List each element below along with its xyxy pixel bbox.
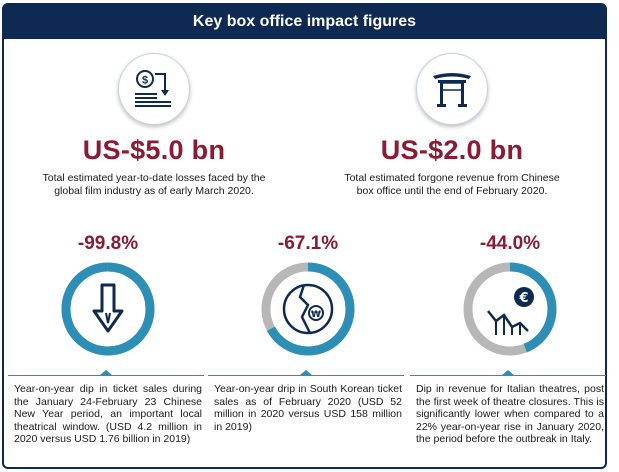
divider-line <box>208 375 404 376</box>
stat-percent: -44.0% <box>479 233 541 254</box>
panel-header: Key box office impact figures <box>4 5 605 39</box>
progress-ring: € <box>462 261 558 357</box>
ring-arc <box>261 262 355 356</box>
figure-china-revenue: US-$2.0 bn Total estimated forgone reven… <box>302 53 602 198</box>
dollar-losses-icon: $ <box>118 53 190 125</box>
panel-title: Key box office impact figures <box>192 13 417 30</box>
svg-text:₩: ₩ <box>311 310 321 320</box>
china-revenue-description: Total estimated forgone revenue from Chi… <box>344 172 560 197</box>
euro-decline-chart-icon: € <box>487 287 534 335</box>
progress-ring: ₩ <box>260 261 356 357</box>
stat-china-new-year: -99.8% Year-on-year dip in ticket sales … <box>8 233 208 445</box>
down-arrow-icon <box>92 283 124 333</box>
divider-pointer <box>300 370 312 375</box>
cracked-won-coin-icon: ₩ <box>282 283 334 335</box>
infographic-panel: Key box office impact figures $ US-$5.0 … <box>2 3 607 469</box>
stat-south-korea: -67.1% ₩ Year-on-year drip in South Kore… <box>208 233 408 433</box>
stat-percent: -99.8% <box>77 233 139 254</box>
divider-line <box>410 375 606 376</box>
global-losses-value: US-$5.0 bn <box>82 135 226 165</box>
ring-arc <box>61 262 155 356</box>
stat-description: Year-on-year drip in South Korean ticket… <box>214 383 402 433</box>
progress-ring <box>60 261 156 357</box>
divider-line <box>8 375 204 376</box>
global-losses-description: Total estimated year-to-date losses face… <box>42 172 266 197</box>
stat-description: Year-on-year dip in ticket sales during … <box>14 383 202 445</box>
ring-arc <box>463 262 557 356</box>
figure-global-losses: $ US-$5.0 bn Total estimated year-to-dat… <box>4 53 304 198</box>
stat-italy: -44.0% € Dip in revenue for Italian thea… <box>410 233 610 445</box>
svg-text:$: $ <box>142 75 148 87</box>
divider-pointer <box>100 370 112 375</box>
divider-pointer <box>502 370 514 375</box>
svg-text:€: € <box>518 291 528 306</box>
stat-percent: -67.1% <box>277 233 339 254</box>
china-revenue-value: US-$2.0 bn <box>380 135 524 165</box>
stat-description: Dip in revenue for Italian theatres, pos… <box>416 383 604 445</box>
chinese-gate-icon <box>416 53 488 125</box>
